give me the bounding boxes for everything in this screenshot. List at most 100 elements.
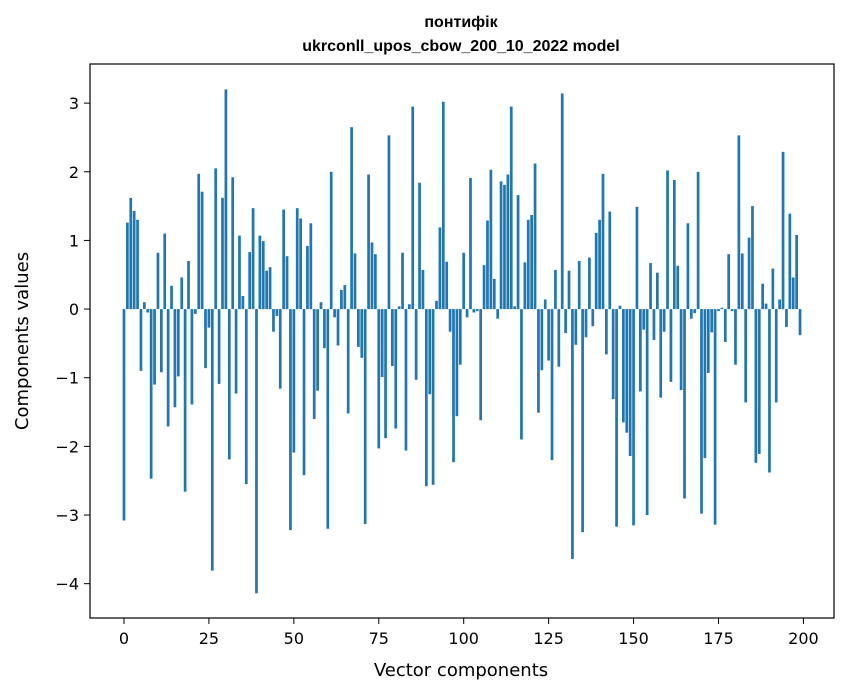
bar xyxy=(781,151,785,310)
y-tick-label: −2 xyxy=(55,437,79,456)
y-tick-label: −1 xyxy=(55,369,79,388)
bar xyxy=(462,252,466,310)
bar xyxy=(757,309,761,454)
bar xyxy=(577,261,581,310)
bar xyxy=(717,309,720,312)
bar xyxy=(584,309,588,338)
bar xyxy=(357,309,360,347)
x-axis-label: Vector components xyxy=(374,660,548,681)
bar xyxy=(309,223,313,310)
x-tick-label: 150 xyxy=(618,629,649,648)
x-tick-label: 175 xyxy=(703,629,734,648)
bar xyxy=(703,309,707,459)
y-tick-label: 3 xyxy=(69,94,79,113)
bar xyxy=(509,106,513,310)
bar xyxy=(713,309,717,525)
bar xyxy=(258,235,262,310)
bar xyxy=(241,296,245,310)
bar xyxy=(564,309,567,334)
bar xyxy=(217,309,221,384)
bar xyxy=(224,89,228,310)
bar xyxy=(407,304,411,310)
bar xyxy=(153,309,156,385)
bar xyxy=(278,309,282,389)
bar xyxy=(336,309,340,346)
bar xyxy=(424,309,428,487)
bar xyxy=(149,309,153,479)
bar xyxy=(652,309,656,340)
bar xyxy=(234,309,238,394)
bar xyxy=(126,222,129,310)
bar xyxy=(248,252,252,310)
bar xyxy=(129,197,133,310)
bar xyxy=(268,267,272,310)
bar xyxy=(737,135,741,310)
bar xyxy=(594,232,598,310)
bar xyxy=(486,220,489,310)
bar xyxy=(567,270,571,310)
bar xyxy=(554,269,557,310)
bar xyxy=(367,174,370,310)
bar xyxy=(649,263,652,310)
bar xyxy=(299,218,302,310)
bar xyxy=(122,309,126,521)
bar xyxy=(526,219,530,310)
bar xyxy=(207,309,211,328)
bar xyxy=(540,309,544,371)
bar xyxy=(282,209,285,310)
bar xyxy=(214,168,218,310)
bar xyxy=(639,309,642,392)
bar xyxy=(689,309,693,319)
bar xyxy=(506,174,510,310)
bar xyxy=(622,309,625,423)
bar xyxy=(397,306,401,310)
bar xyxy=(244,309,248,485)
bar xyxy=(791,277,795,310)
bar xyxy=(730,309,734,312)
bar xyxy=(238,235,241,310)
bar xyxy=(350,127,353,310)
bar xyxy=(285,256,289,310)
bar xyxy=(159,309,163,373)
bar xyxy=(136,219,139,310)
bar xyxy=(523,262,527,310)
y-tick-label: 1 xyxy=(69,231,79,250)
bar xyxy=(754,309,758,463)
bar xyxy=(340,289,343,310)
bar xyxy=(588,257,591,310)
bar xyxy=(445,261,449,310)
bar xyxy=(720,307,724,310)
bar xyxy=(255,309,258,594)
bar xyxy=(200,191,204,310)
bar xyxy=(146,309,150,313)
bar xyxy=(492,278,496,310)
x-tick-label: 0 xyxy=(119,629,129,648)
bar xyxy=(452,309,455,463)
bar xyxy=(676,265,680,310)
bar xyxy=(550,309,554,461)
bar xyxy=(326,309,330,529)
bar xyxy=(482,265,486,310)
bar xyxy=(764,303,768,310)
bar xyxy=(761,283,765,310)
bar xyxy=(635,206,639,310)
bar xyxy=(302,309,306,476)
bar xyxy=(625,309,629,433)
bar xyxy=(275,309,279,316)
bar xyxy=(591,309,595,327)
bar xyxy=(377,309,381,449)
bar xyxy=(469,177,472,310)
bar xyxy=(571,309,574,559)
bar xyxy=(414,309,418,380)
bar xyxy=(289,309,292,531)
bar xyxy=(530,215,533,310)
bar xyxy=(197,173,201,310)
bar xyxy=(669,309,673,382)
bar xyxy=(163,233,167,310)
bar xyxy=(384,309,387,439)
bar xyxy=(601,173,605,310)
bar xyxy=(795,234,798,310)
bar xyxy=(744,309,748,403)
bar xyxy=(520,309,523,440)
bars-group xyxy=(122,89,802,594)
